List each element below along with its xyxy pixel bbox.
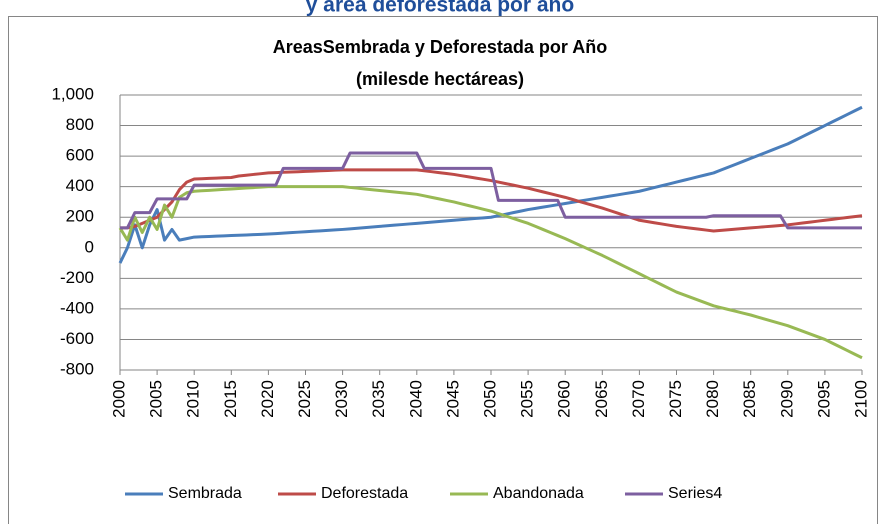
y-tick-label: 800 — [66, 115, 94, 134]
chart-frame — [8, 16, 878, 524]
x-tick-label: 2090 — [777, 380, 796, 418]
y-tick-label: 0 — [85, 237, 94, 256]
x-tick-label: 2000 — [109, 380, 128, 418]
x-tick-label: 2040 — [406, 380, 425, 418]
x-tick-label: 2030 — [332, 380, 351, 418]
x-tick-label: 2075 — [666, 380, 685, 418]
y-tick-label: -800 — [60, 359, 94, 378]
chart-subtitle: (milesde hectáreas) — [356, 69, 524, 89]
series-line — [120, 168, 863, 233]
legend-label: Series4 — [668, 485, 722, 502]
x-tick-label: 2080 — [703, 380, 722, 418]
chart-title: AreasSembrada y Deforestada por Año — [273, 37, 607, 57]
x-tick-label: 2020 — [258, 380, 277, 418]
page-header: y área deforestada por año — [306, 0, 574, 17]
series-line — [118, 185, 863, 360]
y-tick-label: 1,000 — [51, 84, 94, 103]
x-tick-label: 2100 — [851, 380, 870, 418]
series-line — [118, 105, 863, 264]
x-tick-label: 2015 — [221, 380, 240, 418]
y-tick-label: -400 — [60, 298, 94, 317]
legend-label: Deforestada — [321, 485, 408, 502]
x-tick-label: 2085 — [740, 380, 759, 418]
x-tick-label: 2055 — [518, 380, 537, 418]
y-tick-label: -600 — [60, 329, 94, 348]
y-tick-label: -200 — [60, 268, 94, 287]
x-tick-label: 2060 — [555, 380, 574, 418]
x-tick-label: 2070 — [629, 380, 648, 418]
y-tick-label: 600 — [66, 146, 94, 165]
legend-label: Abandonada — [493, 485, 584, 502]
x-tick-label: 2065 — [592, 380, 611, 418]
series-line — [120, 151, 862, 230]
x-tick-label: 2045 — [443, 380, 462, 418]
x-tick-label: 2005 — [147, 380, 166, 418]
x-tick-label: 2025 — [295, 380, 314, 418]
x-tick-label: 2050 — [480, 380, 499, 418]
x-tick-label: 2095 — [814, 380, 833, 418]
x-tick-label: 2035 — [369, 380, 388, 418]
legend-label: Sembrada — [168, 485, 242, 502]
y-tick-label: 200 — [66, 207, 94, 226]
x-tick-label: 2010 — [184, 380, 203, 418]
y-tick-label: 400 — [66, 176, 94, 195]
